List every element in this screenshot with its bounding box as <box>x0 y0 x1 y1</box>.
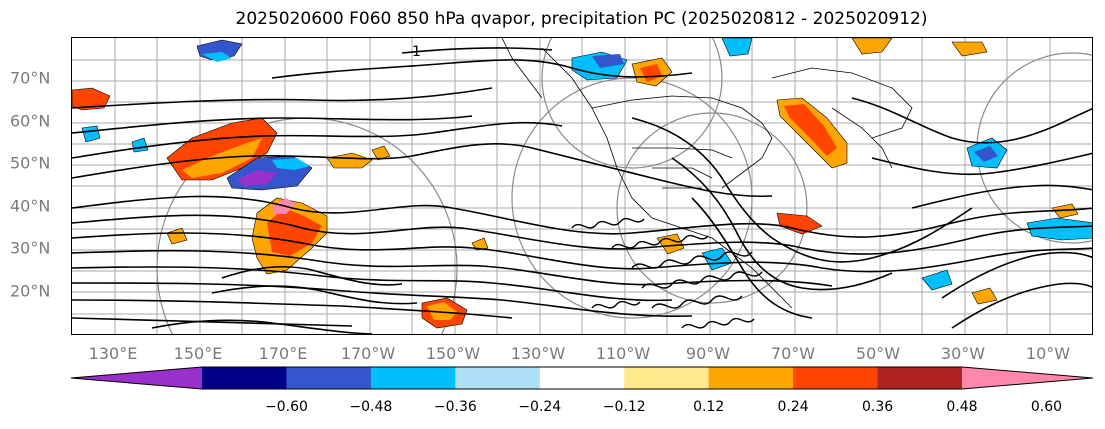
colorbar-outline <box>70 366 1094 390</box>
latitude-label: 60°N <box>10 111 51 131</box>
colorbar-cell <box>286 367 372 389</box>
longitude-label: 170°E <box>258 344 308 363</box>
coastlines <box>501 38 913 309</box>
colorbar-tick-label: −0.60 <box>264 399 308 415</box>
colorbar-tick-label: 0.60 <box>1030 399 1063 415</box>
longitude-label: 50°W <box>855 344 901 363</box>
latitude-label: 70°N <box>10 68 51 88</box>
colorbar-cell <box>202 367 287 389</box>
longitude-label: 150°W <box>425 344 481 363</box>
colorbar-tick-label: 0.36 <box>861 399 894 415</box>
colorbar-tick-label: −0.24 <box>518 399 562 415</box>
longitude-label: 170°W <box>340 344 396 363</box>
map-title: 2025020600 F060 850 hPa qvapor, precipit… <box>235 9 928 29</box>
colorbar-extend-high <box>962 367 1093 389</box>
longitude-label: 10°W <box>1025 344 1071 363</box>
colorbar-cell <box>877 367 963 389</box>
longitude-label: 110°W <box>595 344 651 363</box>
colorbar-cell <box>370 367 456 389</box>
longitude-label: 130°W <box>510 344 566 363</box>
colorbar-cell <box>455 367 541 389</box>
colorbar-tick-label: −0.12 <box>602 399 646 415</box>
colorbar-tick-label: 0.12 <box>693 399 725 415</box>
contour-label: 1 <box>412 44 421 60</box>
colorbar-tick-label: 0.24 <box>777 399 809 415</box>
colorbar-cell <box>708 367 794 389</box>
colorbar-tick-label: −0.36 <box>433 399 477 415</box>
colorbar-extend-low <box>71 367 202 389</box>
longitude-label: 90°W <box>685 344 731 363</box>
colorbar-cell <box>539 367 625 389</box>
colorbar-cell <box>793 367 879 389</box>
colorbar-cell <box>624 367 710 389</box>
map-canvas: 1 <box>72 38 1092 334</box>
longitude-label: 30°W <box>940 344 986 363</box>
isolines <box>72 47 1092 334</box>
latitude-label: 20°N <box>10 281 51 301</box>
longitude-label: 150°E <box>173 344 223 363</box>
latitude-label: 40°N <box>10 196 51 216</box>
longitude-label: 70°W <box>770 344 816 363</box>
latitude-label: 50°N <box>10 153 51 173</box>
map-panel: 1 <box>71 37 1093 335</box>
longitude-label: 130°E <box>88 344 138 363</box>
isoline-cluster <box>571 217 763 329</box>
colorbar-tick-label: −0.48 <box>349 399 393 415</box>
latitude-label: 30°N <box>10 238 51 258</box>
colorbar-tick-label: 0.48 <box>946 399 978 415</box>
